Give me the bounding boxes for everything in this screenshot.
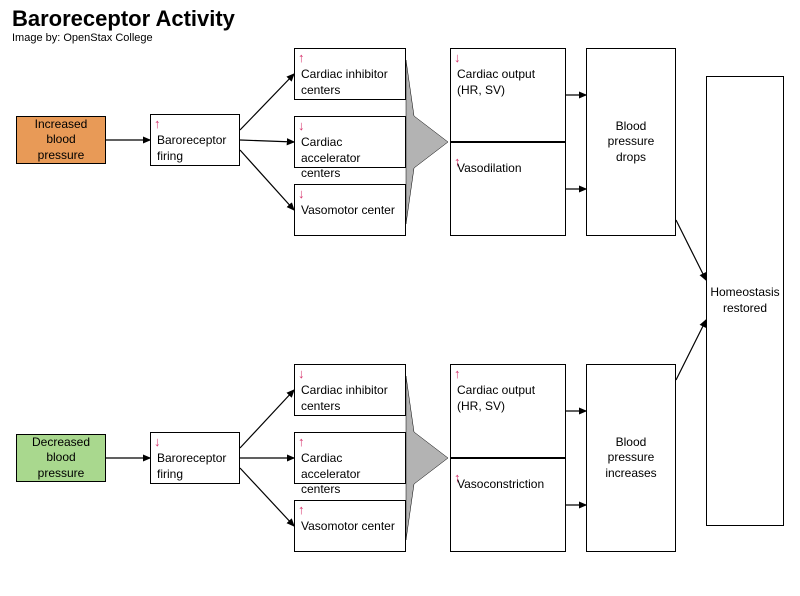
edge-baro2-vmc2 — [240, 468, 294, 526]
edge-bpi-homeo — [676, 320, 706, 380]
big-arrow-icon — [406, 376, 448, 540]
node-bpd: Blood pressure drops — [586, 48, 676, 236]
node-vaso1: Vasodilation — [450, 142, 566, 236]
node-label: Vasomotor center — [301, 203, 399, 219]
diagram-title: Baroreceptor Activity — [12, 6, 235, 32]
node-baro2: Baroreceptor firing — [150, 432, 240, 484]
node-label: Cardiac output (HR, SV) — [457, 67, 559, 98]
node-label: Vasodilation — [457, 161, 559, 177]
node-label: Decreased blood pressure — [23, 435, 99, 482]
node-vaso2: Vasoconstriction — [450, 458, 566, 552]
node-vmc2: Vasomotor center — [294, 500, 406, 552]
node-cic2: Cardiac inhibitor centers — [294, 364, 406, 416]
edge-baro2-cic2 — [240, 390, 294, 448]
node-baro1: Baroreceptor firing — [150, 114, 240, 166]
indicator-arrow-icon: ↓ — [298, 118, 305, 133]
node-dec_bp: Decreased blood pressure — [16, 434, 106, 482]
node-label: Increased blood pressure — [23, 117, 99, 164]
diagram-subtitle: Image by: OpenStax College — [12, 32, 153, 44]
node-cac2: Cardiac accelerator centers — [294, 432, 406, 484]
edge-bpd-homeo — [676, 220, 706, 280]
indicator-arrow-icon: ↓ — [454, 50, 461, 65]
node-co1: Cardiac output (HR, SV) — [450, 48, 566, 142]
node-label: Cardiac inhibitor centers — [301, 67, 399, 98]
node-label: Homeostasis restored — [710, 285, 779, 316]
node-label: Cardiac accelerator centers — [301, 451, 399, 498]
node-cic1: Cardiac inhibitor centers — [294, 48, 406, 100]
indicator-arrow-icon: ↑ — [154, 116, 161, 131]
indicator-arrow-icon: ↑ — [454, 154, 461, 169]
indicator-arrow-icon: ↓ — [298, 186, 305, 201]
big-arrow-icon — [406, 60, 448, 224]
node-homeo: Homeostasis restored — [706, 76, 784, 526]
indicator-arrow-icon: ↑ — [454, 470, 461, 485]
node-cac1: Cardiac accelerator centers — [294, 116, 406, 168]
node-label: Cardiac inhibitor centers — [301, 383, 399, 414]
node-label: Baroreceptor firing — [157, 451, 233, 482]
node-bpi: Blood pressure increases — [586, 364, 676, 552]
indicator-arrow-icon: ↓ — [298, 366, 305, 381]
node-label: Blood pressure drops — [593, 119, 669, 166]
edge-baro1-cic1 — [240, 74, 294, 130]
indicator-arrow-icon: ↑ — [454, 366, 461, 381]
node-label: Vasomotor center — [301, 519, 399, 535]
indicator-arrow-icon: ↑ — [298, 50, 305, 65]
node-inc_bp: Increased blood pressure — [16, 116, 106, 164]
edge-baro1-vmc1 — [240, 150, 294, 210]
indicator-arrow-icon: ↑ — [298, 502, 305, 517]
node-label: Cardiac accelerator centers — [301, 135, 399, 182]
node-label: Vasoconstriction — [457, 477, 559, 493]
node-label: Cardiac output (HR, SV) — [457, 383, 559, 414]
edge-baro1-cac1 — [240, 140, 294, 142]
indicator-arrow-icon: ↑ — [298, 434, 305, 449]
indicator-arrow-icon: ↓ — [154, 434, 161, 449]
node-label: Blood pressure increases — [593, 435, 669, 482]
node-co2: Cardiac output (HR, SV) — [450, 364, 566, 458]
node-vmc1: Vasomotor center — [294, 184, 406, 236]
node-label: Baroreceptor firing — [157, 133, 233, 164]
